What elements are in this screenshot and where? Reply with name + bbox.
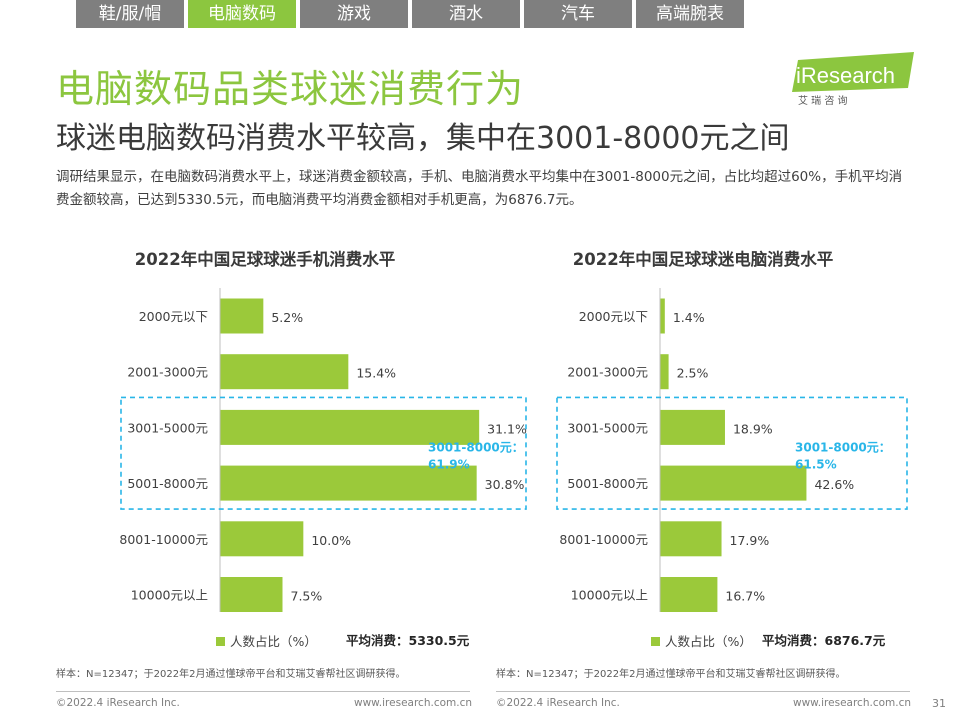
chart2-bar bbox=[660, 465, 807, 501]
footer-divider-right bbox=[496, 691, 910, 692]
chart1-bar bbox=[220, 409, 480, 445]
page-title: 电脑数码品类球迷消费行为 bbox=[56, 67, 525, 111]
chart2-category-label: 2001-3000元 bbox=[567, 365, 648, 380]
chart2-value-label: 16.7% bbox=[725, 589, 765, 604]
chart1-bar bbox=[220, 298, 264, 334]
chart2-bar bbox=[660, 409, 725, 445]
page-number: 31 bbox=[932, 697, 946, 710]
tab-shoes-apparel[interactable]: 鞋/服/帽 bbox=[76, 0, 184, 28]
chart1-highlight-value: 61.9% bbox=[428, 457, 470, 471]
chart2-bar bbox=[660, 298, 665, 334]
chart1-category-label: 2001-3000元 bbox=[127, 365, 208, 380]
chart1-value-label: 30.8% bbox=[485, 477, 525, 492]
chart1-value-label: 7.5% bbox=[291, 589, 323, 604]
chart1-bar bbox=[220, 577, 283, 612]
chart1-legend-label: 人数占比（%） bbox=[230, 634, 317, 649]
chart1-title: 2022年中国足球球迷手机消费水平 bbox=[135, 249, 395, 269]
chart1-category-label: 2000元以下 bbox=[139, 309, 208, 324]
copyright-right: ©2022.4 iResearch Inc. bbox=[496, 697, 620, 709]
sample-note-right: 样本：N=12347；于2022年2月通过懂球帝平台和艾瑞艾睿帮社区调研获得。 bbox=[496, 669, 846, 680]
copyright-left: ©2022.4 iResearch Inc. bbox=[56, 697, 180, 709]
chart2-highlight-label: 3001-8000元： bbox=[795, 440, 891, 454]
sample-note-left: 样本：N=12347；于2022年2月通过懂球帝平台和艾瑞艾睿帮社区调研获得。 bbox=[56, 669, 406, 680]
chart1-value-label: 5.2% bbox=[271, 310, 303, 325]
chart1-highlight-label: 3001-8000元： bbox=[428, 440, 524, 454]
chart2-value-label: 18.9% bbox=[733, 421, 773, 436]
chart1-bar bbox=[220, 354, 349, 390]
tab-computer-digital[interactable]: 电脑数码 bbox=[188, 0, 296, 28]
chart2-bar bbox=[660, 577, 718, 612]
chart2-value-label: 17.9% bbox=[730, 533, 770, 548]
website-link-right[interactable]: www.iresearch.com.cn bbox=[793, 697, 912, 709]
chart2-value-label: 42.6% bbox=[814, 477, 854, 492]
chart2-bar bbox=[660, 521, 722, 557]
chart1-value-label: 10.0% bbox=[311, 533, 351, 548]
footer-divider-left bbox=[56, 691, 470, 692]
chart2-average-label: 平均消费：6876.7元 bbox=[762, 633, 886, 648]
tab-luxury-watches[interactable]: 高端腕表 bbox=[636, 0, 744, 28]
chart2-legend-label: 人数占比（%） bbox=[665, 634, 752, 649]
chart1-bar bbox=[220, 521, 304, 557]
chart1-legend-swatch bbox=[216, 637, 225, 646]
chart1-bar bbox=[220, 465, 477, 501]
chart2-category-label: 2000元以下 bbox=[579, 309, 648, 324]
chart1-average-label: 平均消费：5330.5元 bbox=[346, 633, 470, 648]
chart2-bar bbox=[660, 354, 669, 390]
chart1-category-label: 3001-5000元 bbox=[127, 420, 208, 435]
chart2-title: 2022年中国足球球迷电脑消费水平 bbox=[573, 249, 833, 269]
logo-brand-text: iResearch bbox=[796, 63, 895, 88]
website-link-left[interactable]: www.iresearch.com.cn bbox=[354, 697, 473, 709]
chart1-highlight-box bbox=[120, 396, 527, 510]
chart2-legend-swatch bbox=[651, 637, 660, 646]
page-description: 调研结果显示，在电脑数码消费水平上，球迷消费金额较高，手机、电脑消费水平均集中在… bbox=[56, 169, 903, 208]
chart2-category-label: 10000元以上 bbox=[571, 588, 648, 603]
iresearch-logo: iResearch 艾 瑞 咨 询 bbox=[792, 52, 914, 107]
page-subtitle: 球迷电脑数码消费水平较高，集中在3001-8000元之间 bbox=[56, 121, 790, 156]
chart1-category-label: 10000元以上 bbox=[131, 588, 208, 603]
chart2-highlight-box bbox=[556, 396, 908, 510]
chart2-value-label: 2.5% bbox=[677, 366, 709, 381]
chart1-category-label: 5001-8000元 bbox=[127, 476, 208, 491]
chart1-value-label: 31.1% bbox=[487, 421, 527, 436]
chart2-highlight-value: 61.5% bbox=[795, 457, 837, 471]
chart2-category-label: 8001-10000元 bbox=[559, 532, 648, 547]
tab-cars[interactable]: 汽车 bbox=[524, 0, 632, 28]
chart2-value-label: 1.4% bbox=[673, 310, 705, 325]
tab-games[interactable]: 游戏 bbox=[300, 0, 408, 28]
category-tabs: 鞋/服/帽 电脑数码 游戏 酒水 汽车 高端腕表 bbox=[76, 0, 748, 28]
chart2-category-label: 5001-8000元 bbox=[567, 476, 648, 491]
chart1-category-label: 8001-10000元 bbox=[119, 532, 208, 547]
tab-liquor[interactable]: 酒水 bbox=[412, 0, 520, 28]
logo-sub-text: 艾 瑞 咨 询 bbox=[798, 94, 848, 107]
chart1-value-label: 15.4% bbox=[356, 366, 396, 381]
chart2-category-label: 3001-5000元 bbox=[567, 420, 648, 435]
